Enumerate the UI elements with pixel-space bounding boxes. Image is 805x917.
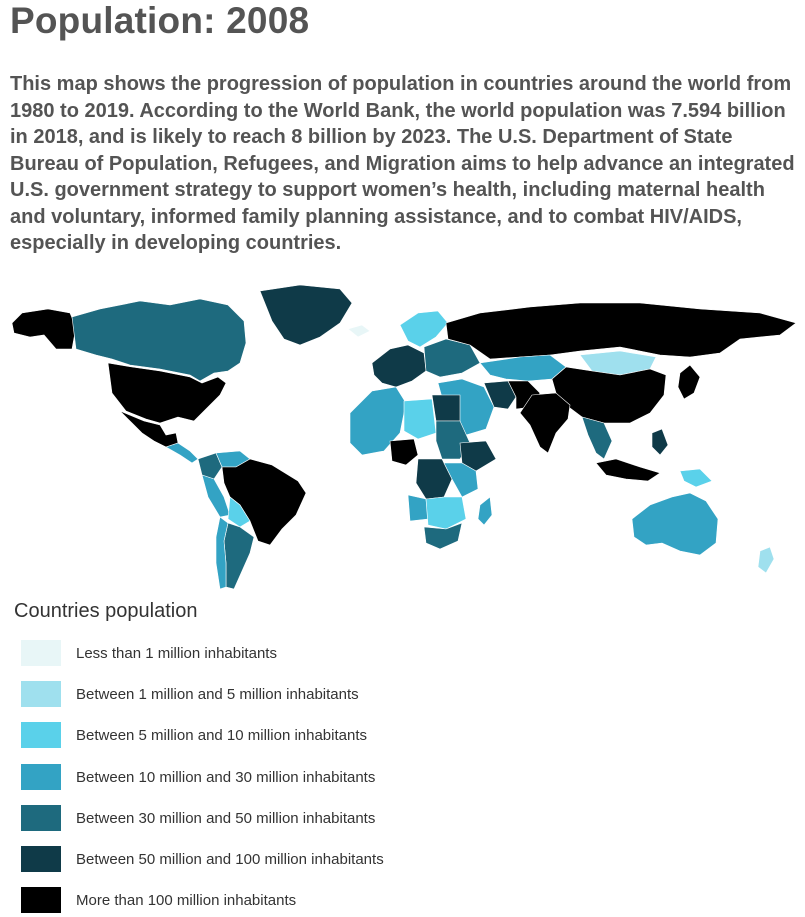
region-madagascar[interactable]: Madagascar [477,496,493,526]
region-china[interactable]: China [551,366,667,424]
region-central-america[interactable]: Central America [165,442,199,464]
legend-item-5m-10m: Between 5 million and 10 million inhabit… [21,721,367,749]
legend-label: Less than 1 million inhabitants [76,644,277,662]
region-central-africa[interactable]: Central Africa [443,462,479,498]
legend-item-1m-5m: Between 1 million and 5 million inhabita… [21,680,359,708]
region-chile[interactable]: Chile [215,516,229,590]
region-iceland[interactable]: Iceland [347,324,371,338]
region-western-europe[interactable]: Western Europe [371,344,427,388]
region-iran[interactable]: Iran [483,380,517,410]
region-angola[interactable]: Angola [407,494,429,522]
page-title: Population: 2008 [10,0,310,41]
legend-item-more-than-100m: More than 100 million inhabitants [21,886,296,914]
world-map: Alaska Canada Greenland United States Me… [11,284,797,590]
region-alaska[interactable]: Alaska [11,308,77,350]
region-sahara-countries[interactable]: Sahara countries [349,386,407,456]
legend-label: More than 100 million inhabitants [76,891,297,909]
region-indonesia[interactable]: Indonesia [595,458,661,482]
legend-label: Between 50 million and 100 million inhab… [76,850,384,868]
region-russia[interactable]: Russia [445,302,797,360]
region-libya[interactable]: Libya [403,398,437,440]
legend-swatch [21,887,61,913]
legend-item-50m-100m: Between 50 million and 100 million inhab… [21,845,384,873]
region-canada[interactable]: Canada [71,298,247,382]
legend-swatch [21,722,61,748]
legend-swatch [21,846,61,872]
map-legend: Countries population Less than 1 million… [0,597,805,917]
region-bolivia[interactable]: Bolivia [227,496,251,528]
legend-swatch [21,805,61,831]
region-southern-africa[interactable]: Southern Africa [425,496,467,530]
region-eastern-europe[interactable]: Eastern Europe [423,338,481,378]
legend-label: Between 5 million and 10 million inhabit… [76,726,368,744]
region-united-states[interactable]: United States [107,362,227,424]
region-southeast-asia[interactable]: Southeast Asia [581,416,613,460]
region-south-africa[interactable]: South Africa [423,522,463,550]
region-australia[interactable]: Australia [631,492,719,556]
region-papua-new-guinea[interactable]: Papua New Guinea [679,468,713,488]
legend-label: Between 10 million and 30 million inhabi… [76,768,376,786]
region-egypt[interactable]: Egypt [431,394,461,422]
legend-label: Between 30 million and 50 million inhabi… [76,809,376,827]
region-scandinavia[interactable]: Scandinavia [399,310,449,348]
legend-item-less-than-1m: Less than 1 million inhabitants [21,639,277,667]
legend-swatch [21,764,61,790]
region-ethiopia[interactable]: Ethiopia [459,440,497,472]
region-nigeria[interactable]: Nigeria [389,438,419,466]
region-argentina[interactable]: Argentina [223,522,255,590]
legend-item-30m-50m: Between 30 million and 50 million inhabi… [21,804,375,832]
region-greenland[interactable]: Greenland [259,284,353,346]
region-new-zealand[interactable]: New Zealand [757,546,775,574]
region-japan[interactable]: Japan [677,364,701,400]
legend-label: Between 1 million and 5 million inhabita… [76,685,359,703]
region-philippines[interactable]: Philippines [651,428,669,456]
map-description: This map shows the progression of popula… [10,73,795,254]
region-colombia[interactable]: Colombia [197,452,223,480]
region-india[interactable]: India [519,392,571,454]
legend-title: Countries population [14,600,198,622]
legend-swatch [21,681,61,707]
legend-swatch [21,640,61,666]
legend-item-10m-30m: Between 10 million and 30 million inhabi… [21,763,375,791]
